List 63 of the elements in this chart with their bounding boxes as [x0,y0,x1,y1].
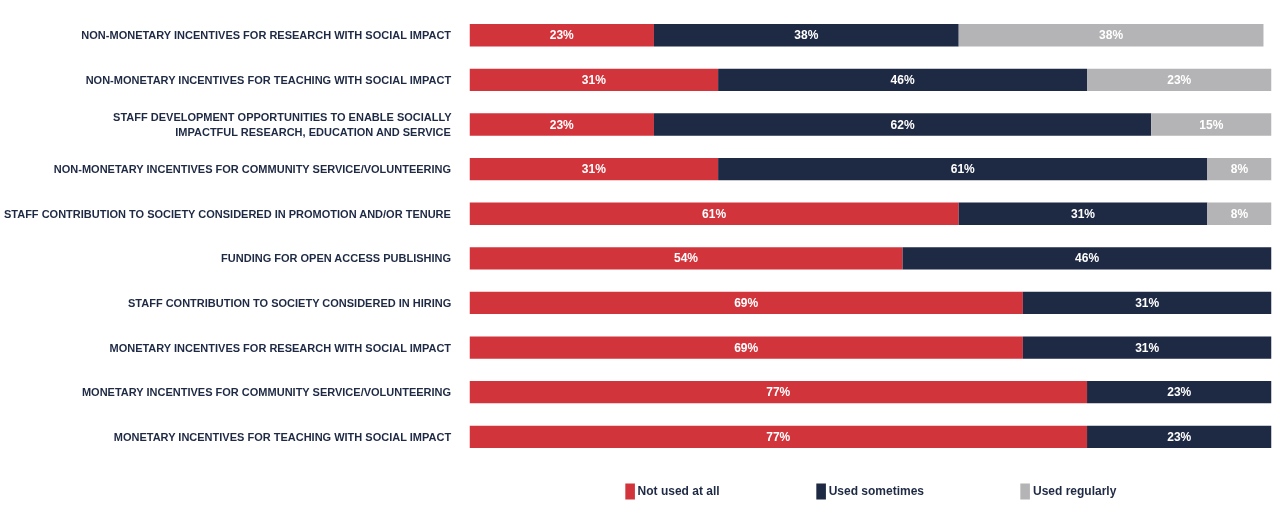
bar [718,68,1088,92]
legend-label: Used sometimes [828,484,925,498]
bar [653,24,959,47]
data-label: 31% [581,162,607,177]
bar [469,113,654,136]
data-label: 31% [1135,340,1160,355]
y-tick-label: STAFF CONTRIBUTION TO SOCIETY CONSIDERED IN HIRING [128,296,452,309]
bar [469,68,719,92]
bar [1151,113,1272,136]
data-label: 54% [674,251,699,266]
bar [469,425,1088,448]
data-label: 61% [702,206,727,221]
data-label: 38% [794,28,819,43]
bar [1022,291,1272,315]
data-label: 61% [950,162,976,177]
bar [902,247,1272,270]
y-tick-label: STAFF CONTRIBUTION TO SOCIETY CONSIDERED IN PROMOTION AND/OR TENURE [3,207,451,220]
data-label: 31% [1135,295,1160,310]
bar [469,381,1088,404]
bar [958,24,1264,47]
bar [469,202,959,225]
data-label: 31% [581,72,607,87]
y-tick-label: MONETARY INCENTIVES FOR TEACHING WITH SOCIAL IMPACT [113,430,452,443]
y-tick-label: NON-MONETARY INCENTIVES FOR COMMUNITY SERVICE/VOLUNTEERING [53,163,452,176]
bar [718,157,1208,181]
bar [1087,381,1272,404]
data-label: 46% [1075,251,1100,266]
data-label: 38% [1099,28,1124,43]
bar [653,113,1152,136]
data-label: 69% [734,340,759,355]
bar [469,24,654,47]
data-label: 77% [766,429,791,444]
bar [1207,157,1272,181]
data-label: 8% [1230,206,1249,221]
bar [1087,425,1272,448]
y-tick-label: FUNDING FOR OPEN ACCESS PUBLISHING [221,252,452,265]
data-label: 23% [549,117,575,132]
data-label: 23% [549,28,575,43]
data-label: 23% [1167,72,1192,87]
bar [1022,336,1272,359]
bar [1207,202,1272,225]
y-tick-label: MONETARY INCENTIVES FOR RESEARCH WITH SOCIAL IMPACT [109,341,452,354]
data-label: 62% [890,117,915,132]
data-label: 8% [1230,162,1249,177]
bar [469,247,903,270]
data-label: 23% [1167,429,1192,444]
y-tick-label: NON-MONETARY INCENTIVES FOR TEACHING WITH SOCIAL IMPACT [85,73,452,86]
data-label: 23% [1167,385,1192,400]
data-label: 15% [1199,117,1224,132]
bar [469,336,1023,359]
data-label: 77% [766,385,791,400]
bar [469,291,1023,315]
bar [469,157,719,181]
bar [1087,68,1272,92]
y-tick-label: STAFF DEVELOPMENT OPPORTUNITIES TO ENABLE SOCIALLY IMPACTFUL RESEARCH, EDUCATION AND SERVICE [113,111,453,138]
data-label: 69% [734,295,759,310]
y-tick-label: NON-MONETARY INCENTIVES FOR RESEARCH WITH SOCIAL IMPACT [81,29,452,42]
legend-label: Not used at all [637,484,720,498]
legend-label: Used regularly [1033,484,1117,498]
y-tick-label: MONETARY INCENTIVES FOR COMMUNITY SERVICE/VOLUNTEERING [81,386,452,399]
data-label: 31% [1071,206,1096,221]
data-label: 46% [890,72,915,87]
bar [958,202,1208,225]
